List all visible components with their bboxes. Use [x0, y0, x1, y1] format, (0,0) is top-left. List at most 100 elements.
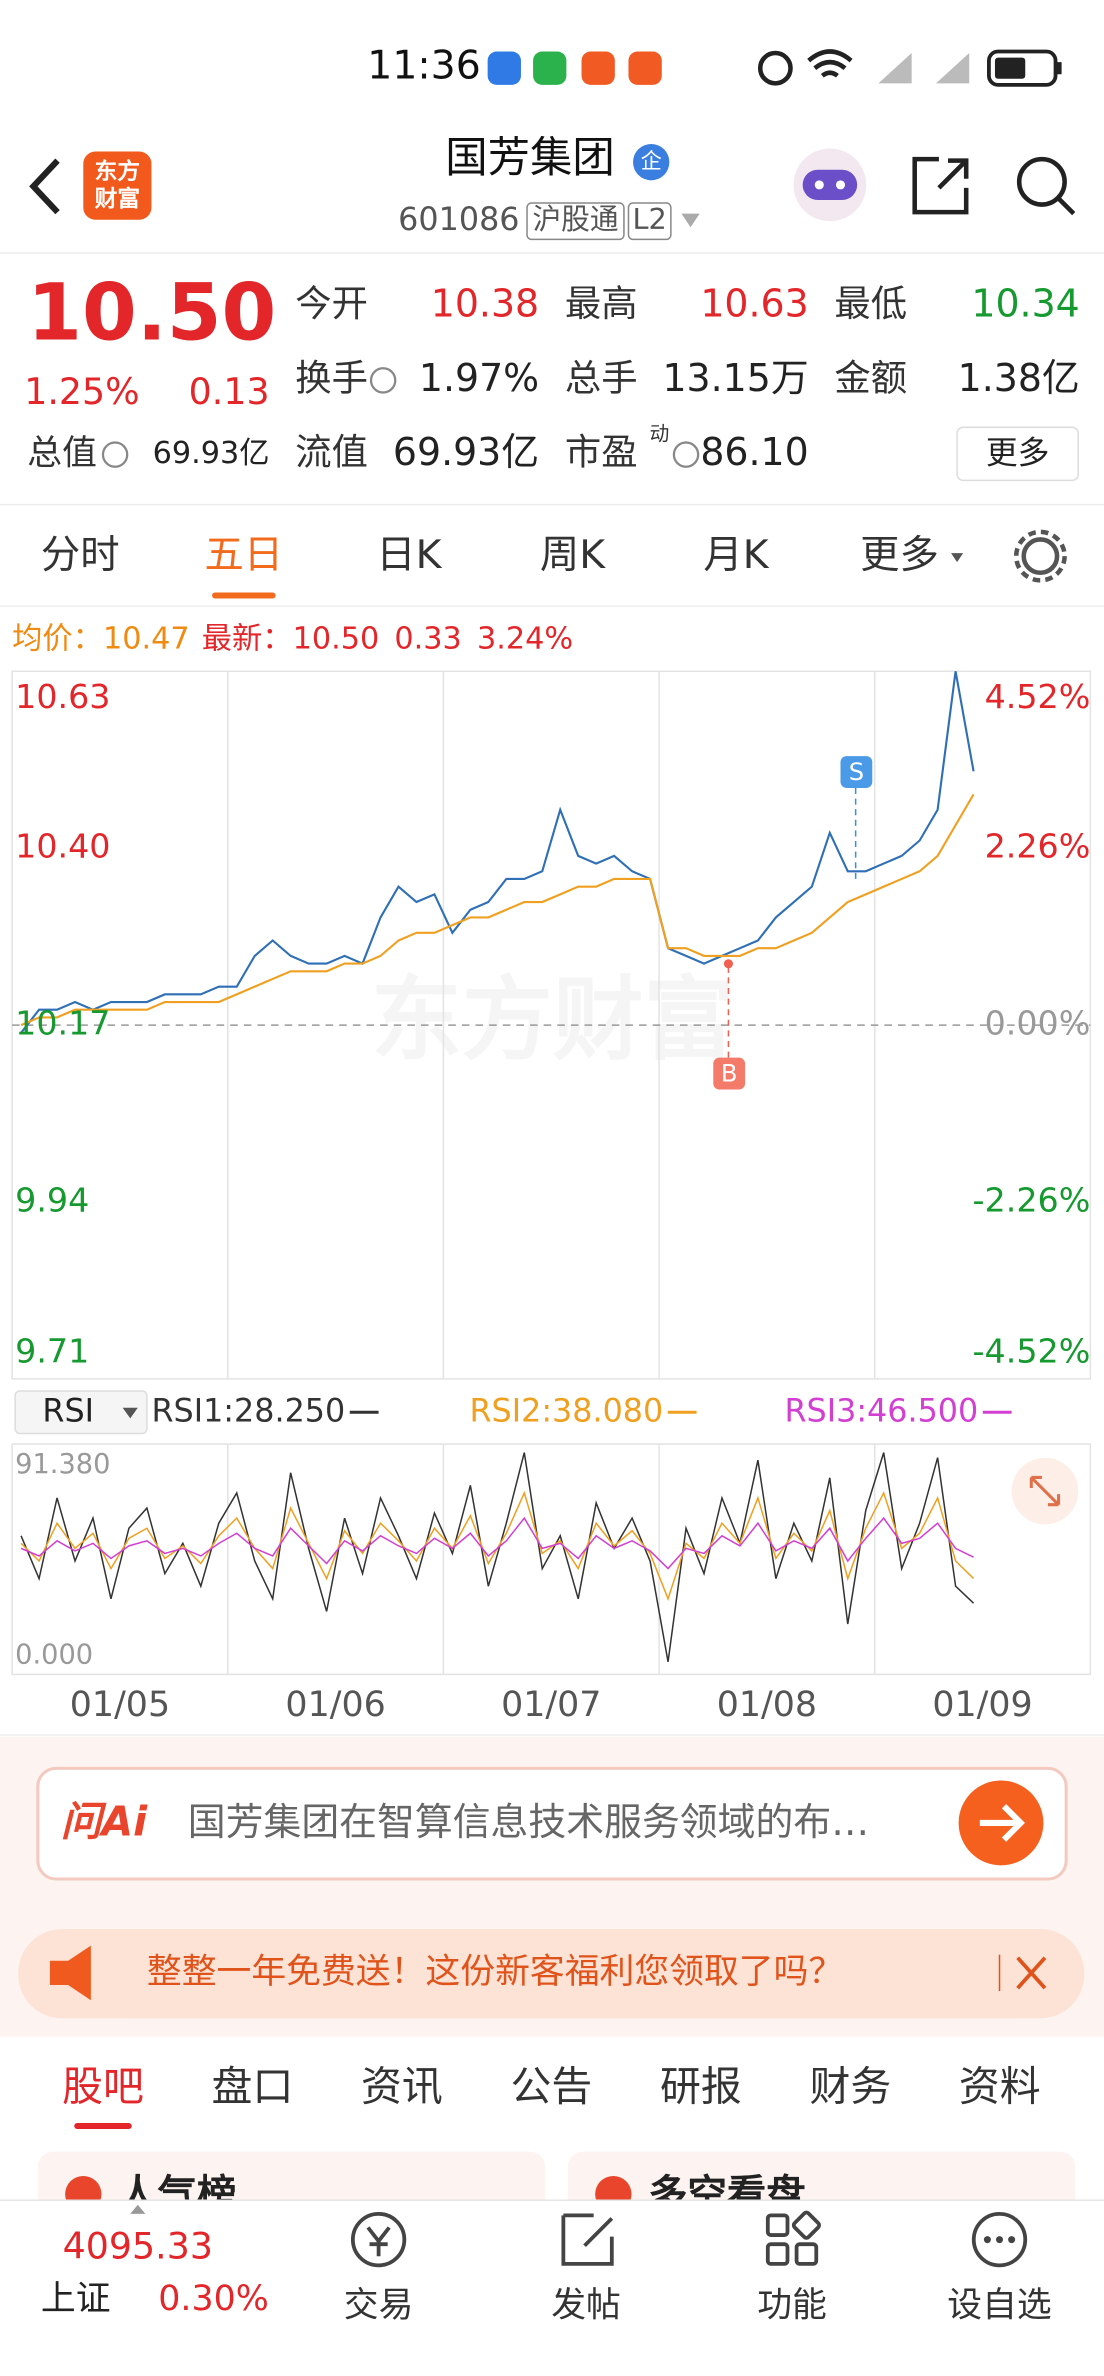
stat-value: 69.93亿 — [393, 430, 539, 474]
ai-box[interactable] — [36, 1766, 1068, 1881]
badge: 企 — [641, 148, 662, 173]
watermark: 东方财富 — [371, 968, 734, 1073]
nav-item[interactable]: 发帖 — [551, 2285, 621, 2325]
news-tab[interactable]: 股吧 — [62, 2063, 144, 2111]
info-icon — [672, 441, 700, 468]
stat-label: 总手 — [565, 356, 638, 399]
nav-items: 交易 发帖 功能 设自选 — [344, 2285, 1052, 2325]
y-tick-label: 10.17 — [15, 1004, 110, 1043]
avg-value: 10.47 — [103, 621, 190, 656]
rsi-chart: RSI1:28.250 RSI2:38.080 RSI3:46.500 91.380 0… — [11, 1391, 1092, 1725]
x-tick-label: 01/05 — [70, 1685, 170, 1725]
latest-change: 0.33 — [394, 621, 461, 656]
tab[interactable]: 周K — [540, 532, 606, 578]
dropdown-arrow[interactable] — [681, 213, 700, 228]
nav-item[interactable]: 功能 — [757, 2285, 827, 2325]
legend-label: RSI2:38.080 — [469, 1391, 663, 1429]
news-tabs: 股吧 盘口 资讯 公告 研报 财务 资料 — [62, 2063, 1041, 2130]
nav-dots — [983, 2236, 1016, 2244]
news-tab[interactable]: 盘口 — [212, 2063, 294, 2111]
indicator-select[interactable] — [14, 1390, 148, 1435]
summary: 均价：10.47 最新：10.50 0.33 3.24% — [12, 621, 573, 656]
assistant-avatar[interactable] — [793, 148, 867, 222]
y-tick-label: 10.63 — [15, 677, 110, 716]
ai-send[interactable] — [958, 1780, 1044, 1866]
stats: 今开 10.38 最高 10.63 最低 10.34 换手 1.97% 总手 13.15万 金额 1.… — [27, 282, 1080, 475]
tab[interactable]: 日K — [376, 532, 442, 578]
news-tab[interactable]: 资料 — [959, 2063, 1041, 2111]
series-line — [20, 793, 975, 1027]
y-tick-label: 10.40 — [15, 827, 110, 866]
news-tab[interactable]: 公告 — [511, 2063, 593, 2111]
search-button[interactable] — [1016, 156, 1076, 216]
index-change: 0.30% — [158, 2279, 269, 2319]
nav-icons — [350, 2210, 1028, 2268]
x-tick-label: 01/07 — [501, 1685, 601, 1725]
more-label: 更多 — [986, 434, 1050, 472]
info-icon — [369, 367, 397, 394]
megaphone-icon — [49, 1945, 91, 2001]
settings-button[interactable] — [1013, 529, 1067, 583]
latest-value: 10.50 — [293, 621, 380, 656]
logo-text: 财富 — [95, 186, 140, 213]
news-tab-underline — [74, 2122, 132, 2130]
plot-frame — [11, 1443, 1092, 1676]
series-line — [20, 671, 975, 1034]
y-tick-label: 9.94 — [15, 1181, 89, 1220]
avg-label: 均价： — [12, 621, 103, 656]
bottom-nav — [0, 2200, 1104, 2376]
buy-label: B — [721, 1059, 738, 1087]
close-button[interactable] — [1016, 1956, 1047, 1990]
tag: 沪股通 — [532, 202, 618, 236]
nav-item[interactable]: 交易 — [344, 2285, 414, 2325]
legend-label: RSI1:28.250 — [151, 1391, 345, 1429]
stat-value: 10.63 — [700, 282, 808, 326]
badge-bg — [633, 143, 670, 181]
ai-logo: 问Ai — [61, 1797, 149, 1845]
tab[interactable]: 更多 — [860, 532, 939, 578]
series-line — [20, 1516, 974, 1570]
expand-button[interactable] — [1011, 1457, 1079, 1525]
stat-label: 最高 — [565, 282, 638, 325]
back-button[interactable] — [29, 158, 60, 215]
stat-label: 今开 — [295, 282, 368, 325]
y2-tick-label: 4.52% — [985, 677, 1091, 716]
tag: L2 — [633, 202, 667, 236]
tab[interactable]: 月K — [703, 532, 769, 578]
tab-underline — [212, 592, 276, 599]
nav-item[interactable]: 设自选 — [947, 2285, 1051, 2325]
share-button[interactable] — [912, 156, 969, 215]
change: 0.13 — [189, 370, 270, 413]
tab[interactable]: 五日 — [204, 532, 283, 578]
y-tick-label: 91.380 — [15, 1449, 110, 1480]
stat-value: 1.97% — [419, 356, 539, 400]
logo: 东方 财富 — [83, 151, 152, 220]
y-tick-label: 9.71 — [15, 1332, 89, 1371]
sell-label: S — [849, 758, 864, 786]
legend-label: RSI3:46.500 — [784, 1391, 978, 1429]
y2-tick-label: -2.26% — [973, 1181, 1091, 1220]
y2-tick-label: 0.00% — [985, 1004, 1091, 1043]
news-tab[interactable]: 研报 — [660, 2063, 742, 2111]
info-icon — [101, 441, 129, 468]
y2-tick-label: -4.52% — [973, 1332, 1091, 1371]
banner-text: 整整一年免费送！这份新客福利您领取了吗？ — [147, 1952, 843, 1992]
stat-value: 86.10 — [700, 430, 808, 474]
news-tab[interactable]: 财务 — [809, 2063, 891, 2111]
stat-label: 市盈 — [565, 431, 638, 474]
tab[interactable]: 分时 — [41, 532, 120, 578]
stat-label: 金额 — [834, 356, 907, 399]
index-value[interactable]: 4095.33 — [63, 2225, 213, 2268]
x-tick-label: 01/09 — [932, 1685, 1032, 1725]
news-tab[interactable]: 资讯 — [361, 2063, 443, 2111]
stat-label: 总值 — [27, 434, 97, 474]
stat-value: 1.38亿 — [958, 356, 1080, 400]
more-button[interactable] — [956, 426, 1080, 482]
buy-marker: B — [713, 959, 746, 1090]
status-time: 11:36 — [367, 43, 480, 89]
index-name: 上证 — [41, 2279, 111, 2319]
banner[interactable] — [18, 1928, 1085, 2019]
change-pct: 1.25% — [24, 370, 139, 413]
dropdown-arrow — [122, 1407, 138, 1419]
